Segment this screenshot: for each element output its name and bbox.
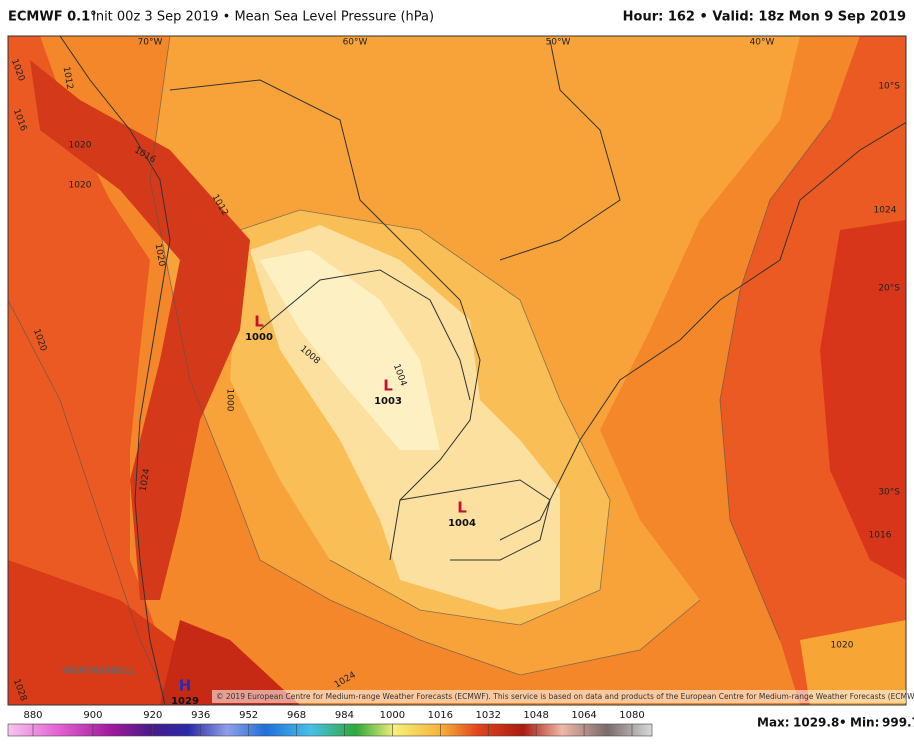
- colorbar-tick-label: 952: [239, 710, 258, 721]
- isobar-label: 1000: [225, 389, 235, 412]
- isobar-label: 1020: [153, 243, 167, 268]
- isobar-label: 1024: [139, 468, 153, 493]
- pressure-field: [260, 250, 440, 450]
- colorbar-tick-label: 1032: [476, 710, 501, 721]
- latitude-label: 20°S: [878, 284, 900, 294]
- isobar-label: 1020: [831, 641, 854, 651]
- isobar-label: 1012: [61, 66, 75, 90]
- max-label: Max:: [757, 716, 790, 730]
- center-symbol: L: [457, 499, 467, 517]
- logo: WEATHERBELL: [62, 667, 136, 677]
- max-value: 1029.8: [793, 716, 839, 730]
- isobar-label: 1020: [69, 141, 92, 151]
- longitude-label: 60°W: [343, 38, 368, 48]
- pressure-field: [30, 60, 250, 600]
- credit: © 2019 European Centre for Medium-range …: [216, 692, 914, 701]
- center-symbol: L: [383, 377, 393, 395]
- colorbar-tick-label: 900: [83, 710, 102, 721]
- colorbar-tick-label: 968: [287, 710, 306, 721]
- longitude-label: 40°W: [750, 38, 775, 48]
- colorbar: 880 900 920 936 952 968 984 1000 1016 1032 1048 106…: [7, 710, 653, 737]
- colorbar-tick-label: 1048: [523, 710, 548, 721]
- coastlines: [59, 36, 906, 705]
- model: ECMWF 0.1°: [8, 10, 97, 25]
- latitude-label: 30°S: [878, 488, 900, 498]
- pressure-field: [8, 36, 260, 705]
- center-pressure: 1029: [171, 696, 199, 707]
- map-frame: [7, 35, 907, 706]
- pressure-field: [160, 620, 300, 705]
- center-pressure: 1000: [245, 332, 273, 343]
- pressure-field: [800, 620, 906, 705]
- center-pressure: 1004: [448, 518, 476, 529]
- valid-time: Hour: 162 • Valid: 18z Mon 9 Sep 2019: [623, 10, 906, 25]
- longitude-label: 70°W: [138, 38, 163, 48]
- credit-background: [212, 690, 906, 703]
- colorbar-tick-label: 1000: [380, 710, 405, 721]
- isobars: [8, 36, 831, 705]
- colorbar-tick-label: 1064: [571, 710, 596, 721]
- center-symbol: L: [254, 313, 264, 331]
- min-value: 999.7: [882, 716, 914, 730]
- map: 70°W 60°W 50°W 40°W 10°S 20°S 30°S 1020 1016 1012…: [7, 35, 914, 707]
- pressure-field: [820, 220, 906, 580]
- stats: Max: 1029.8 • Min: 999.7: [757, 716, 914, 730]
- pressure-field: [720, 36, 906, 705]
- header: ECMWF 0.1° Init 00z 3 Sep 2019 • Mean Se…: [8, 10, 906, 25]
- latitude-label: 10°S: [878, 82, 900, 92]
- title: Init 00z 3 Sep 2019 • Mean Sea Level Pre…: [92, 10, 434, 25]
- colorbar-tick-label: 1080: [619, 710, 644, 721]
- isobar-label: 1020: [69, 181, 92, 191]
- colorbar-tick-label: 936: [191, 710, 210, 721]
- colorbar-tick-label: 920: [143, 710, 162, 721]
- colorbar-scale: [7, 723, 653, 737]
- min-label: Min:: [850, 716, 879, 730]
- isobar-label: 1016: [869, 531, 892, 541]
- center-pressure: 1003: [374, 396, 402, 407]
- colorbar-tick-label: 880: [23, 710, 42, 721]
- center-symbol: H: [179, 677, 192, 695]
- separator: •: [839, 716, 847, 730]
- colorbar-tick-label: 984: [335, 710, 354, 721]
- longitude-label: 50°W: [546, 38, 571, 48]
- isobar-label: 1024: [874, 206, 897, 216]
- colorbar-tick-label: 1016: [428, 710, 453, 721]
